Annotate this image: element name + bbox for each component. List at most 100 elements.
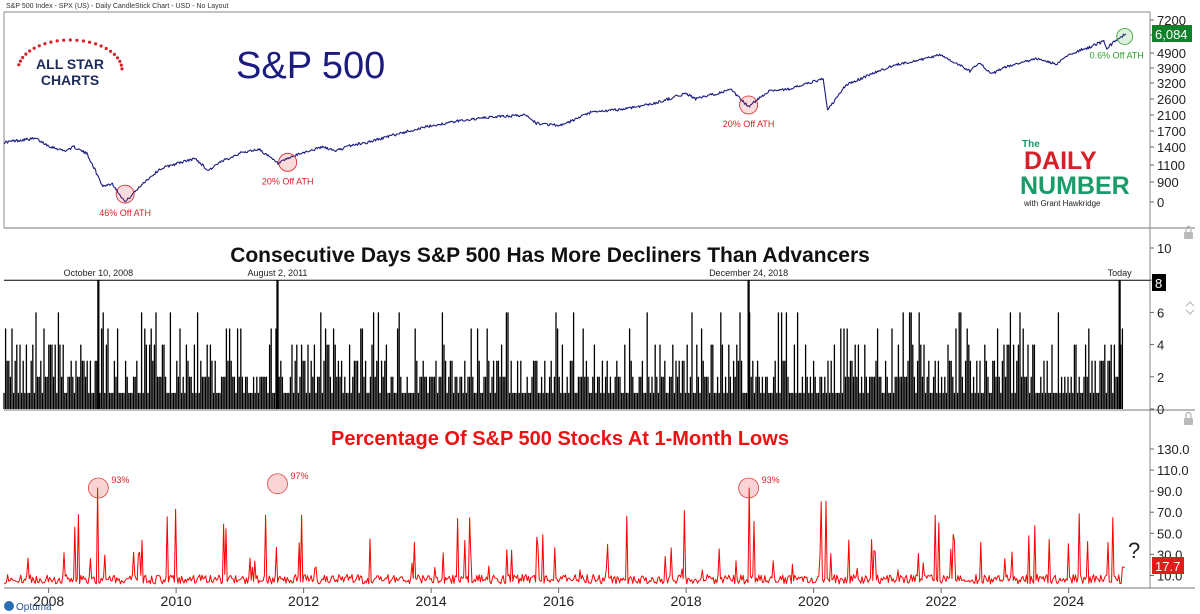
drawdown-label: 0.6% Off ATH [1090,50,1144,60]
breadth-bars [3,280,1124,409]
logo-star [75,38,79,42]
lows-peak-marker [267,473,288,495]
lows-peak-label: 93% [762,475,780,485]
price-tick-label: 3900 [1157,61,1186,76]
lows-peak-label: 97% [290,471,308,481]
logo-star [28,49,32,53]
breadth-title: Consecutive Days S&P 500 Has More Declin… [230,244,870,267]
sp500-price-line [3,33,1127,203]
breadth-last-value: 8 [1155,276,1162,291]
breadth-tick-label: 4 [1157,338,1164,353]
time-tick-label: 2018 [671,593,702,609]
chart-header-text: S&P 500 Index - SPX (US) - Daily CandleS… [6,3,228,10]
price-tick-label: 1400 [1157,140,1186,155]
breadth-event-label: October 10, 2008 [64,268,134,278]
breadth-tick-label: 10 [1157,241,1171,256]
watermark-text: Optuma [16,602,52,613]
price-tick-label: 7200 [1157,13,1186,28]
lows-tick-label: 110.0 [1157,463,1189,478]
logo-line-1: ALL STAR [36,56,104,72]
lows-panel: Percentage Of S&P 500 Stocks At 1-Month … [3,410,1195,589]
breadth-last-value-badge [1152,274,1166,291]
time-tick-label: 2014 [416,593,447,609]
breadth-value-axis: 10 6 4 2 0 [1150,241,1171,417]
price-tick-label: 1100 [1157,158,1185,173]
logo-star [32,46,36,50]
lows-last-value-badge [1152,557,1184,574]
logo-star [17,63,21,67]
logo-star [24,52,28,56]
logo-star [62,38,66,42]
logo-star [120,67,124,71]
breadth-event-label: August 2, 2011 [248,268,308,278]
price-tick-label: 2600 [1157,92,1186,107]
logo-star [119,63,123,67]
logo-star [88,40,92,44]
drawdown-label: 46% Off ATH [99,208,151,218]
lows-peak-label: 93% [111,475,129,485]
lows-peak-marker [738,477,759,499]
price-tick-label: 900 [1157,175,1179,190]
time-tick-label: 2016 [543,593,574,609]
logo-star [21,55,25,60]
breadth-event-labels: October 10, 2008 August 2, 2011 December 2… [64,268,1133,278]
logo-line-2: CHARTS [41,72,99,88]
logo-star [81,39,85,43]
sp500-title: S&P 500 [236,45,385,87]
logo-star [37,44,41,48]
lock-icon[interactable] [1184,411,1193,426]
logo-star [18,59,22,63]
drawdown-label: 20% Off ATH [262,176,314,186]
logo-star [115,56,120,60]
price-tick-label: 0 [1157,195,1164,210]
drawdown-label: 20% Off ATH [723,119,775,129]
lows-peak-markers: 93% 97% 93% [87,471,780,499]
daily-number-number: NUMBER [1020,172,1130,200]
logo-star [104,46,108,51]
time-tick-label: 2008 [33,593,64,609]
logo-star [68,38,72,42]
lows-tick-label: 50.0 [1157,526,1182,541]
lock-icon[interactable] [1184,225,1193,240]
time-tick-label: 2012 [288,593,319,609]
drawdown-marker [739,95,758,115]
time-tick-label: 2022 [926,593,957,609]
lows-last-value: 17.7 [1155,559,1180,574]
daily-number-byline: with Grant Hawkridge [1023,199,1101,208]
all-star-charts-logo: ALL STAR CHARTS [17,38,124,88]
question-mark: ? [1128,538,1140,563]
logo-star [55,39,59,43]
daily-number-daily: DAILY [1024,147,1097,175]
time-tick-label: 2024 [1053,593,1084,609]
lows-tick-label: 70.0 [1157,505,1182,520]
sp500-last-value-badge [1152,25,1192,42]
sp500-last-value: 6,084 [1155,27,1188,42]
logo-star [49,40,53,44]
sp500-annotations: 46% Off ATH 20% Off ATH 20% Off ATH 0.6% Of… [99,28,1144,218]
breadth-tick-label: 0 [1157,402,1164,417]
lows-peak-marker [87,477,109,499]
scroll-arrow-icon[interactable] [1185,301,1195,315]
breadth-tick-label: 6 [1157,305,1164,320]
price-tick-label: 4900 [1157,46,1186,61]
logo-star [112,52,116,57]
lows-tick-label: 130.0 [1157,442,1190,457]
logo-star [99,44,103,48]
star-ring-icon [17,38,124,71]
drawdown-marker [1116,28,1134,45]
price-tick-label: 3200 [1157,76,1186,91]
logo-star [43,42,47,46]
breadth-event-label: Today [1108,268,1133,278]
daily-number-the: The [1022,139,1040,150]
logo-star [118,59,122,64]
breadth-tick-label: 2 [1157,370,1164,385]
logo-star [109,49,113,53]
time-axis: 2008 2010 2012 2014 2016 2018 2020 2022 2024 [33,588,1084,609]
breadth-panel: Consecutive Days S&P 500 Has More Declin… [3,225,1195,417]
lows-percentage-line [3,487,1125,585]
price-tick-label: 1700 [1157,124,1186,139]
sp500-panel: S&P 500 72006000490039003200260021001700… [3,11,1195,229]
breadth-event-label: December 24, 2018 [709,268,788,278]
optuma-icon [4,601,14,611]
